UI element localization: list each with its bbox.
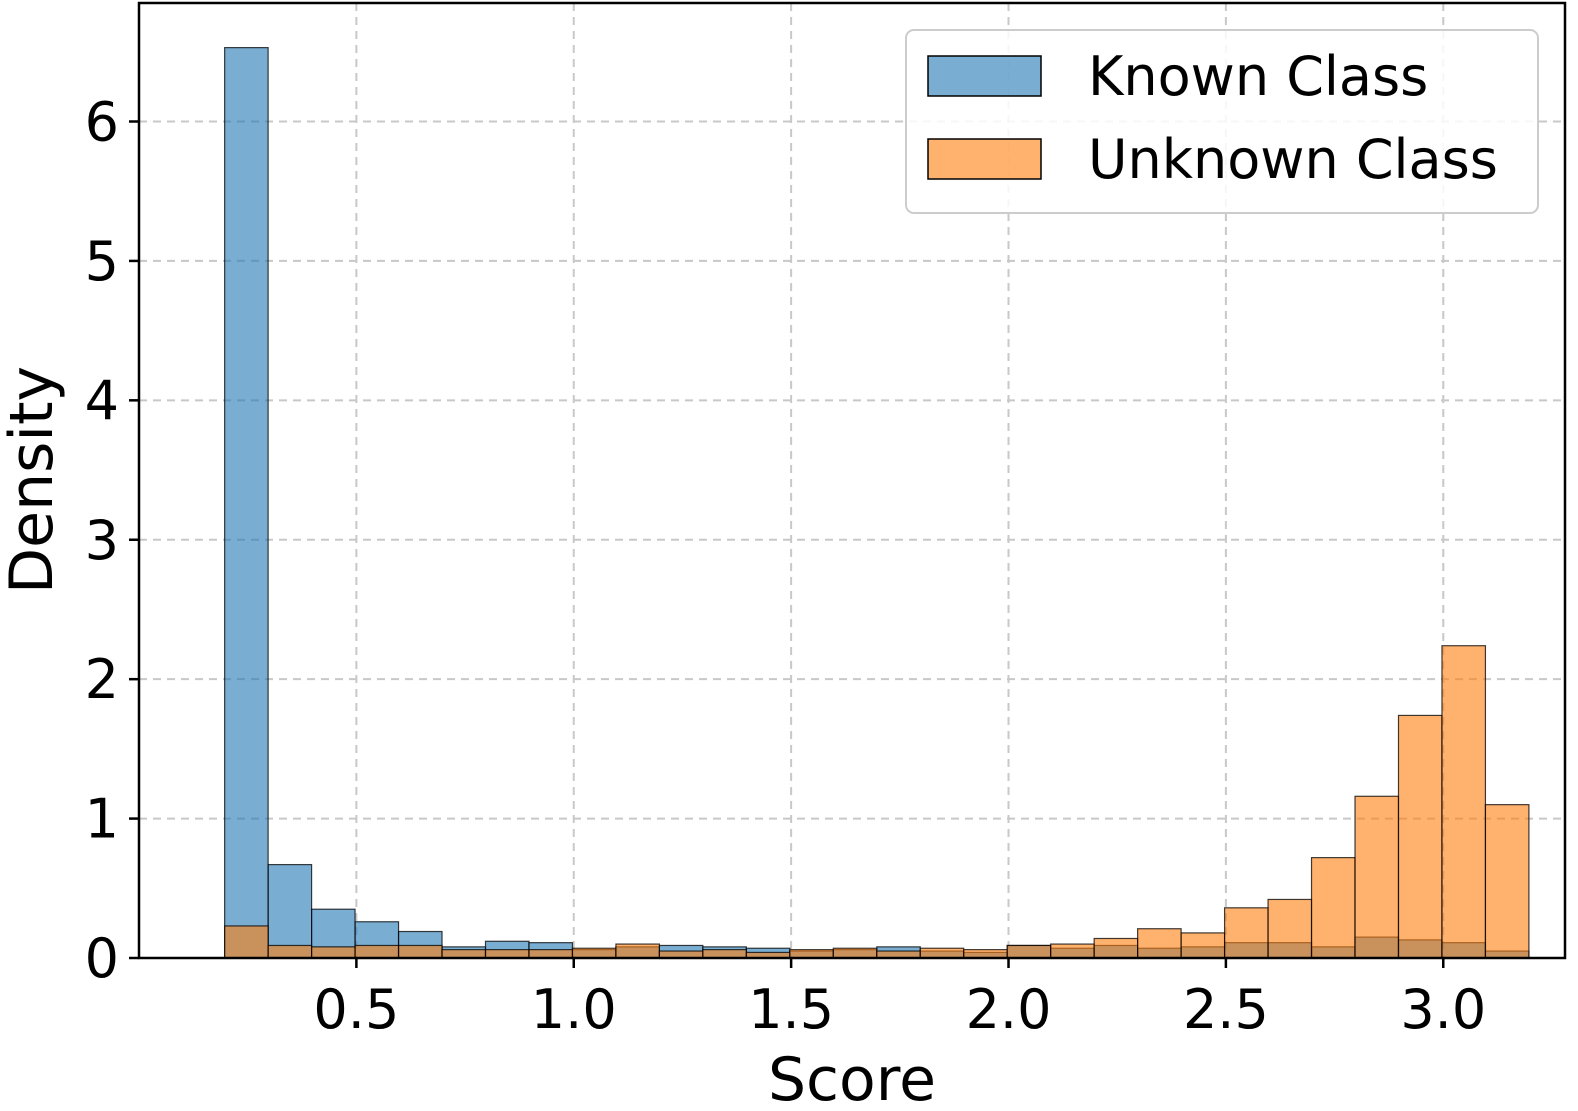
unknown-class-bar [528, 949, 574, 959]
unknown-class-bar [789, 949, 834, 959]
x-tick-label: 1.5 [748, 978, 834, 1041]
unknown-class-bar [1397, 714, 1443, 959]
unknown-class-bar [1354, 795, 1400, 959]
unknown-class-bar [571, 947, 617, 959]
legend-frame [905, 29, 1539, 214]
unknown-class-bar [1050, 943, 1095, 959]
legend: Known Class Unknown Class [905, 29, 1539, 214]
y-tick-label: 1 [85, 788, 119, 851]
unknown-class-bar [1093, 937, 1139, 959]
legend-swatch-known-class [927, 55, 1042, 97]
unknown-class-bar [224, 925, 269, 959]
legend-label-unknown-class: Unknown Class [1088, 128, 1498, 191]
unknown-class-bar [354, 944, 400, 959]
y-axis-ticks: 0 1 2 3 4 5 6 [85, 91, 139, 990]
unknown-class-bar [310, 946, 356, 959]
unknown-class-bars [224, 645, 1530, 959]
x-tick-label: 3.0 [1400, 978, 1486, 1041]
legend-label-known-class: Known Class [1088, 45, 1428, 108]
unknown-class-bar [919, 947, 965, 959]
unknown-class-bar [397, 944, 443, 959]
y-tick-label: 5 [85, 230, 119, 293]
unknown-class-bar [1006, 944, 1052, 959]
y-tick-label: 6 [85, 91, 119, 154]
unknown-class-bar [615, 943, 661, 959]
x-tick-label: 0.5 [313, 978, 399, 1041]
unknown-class-bar [267, 944, 313, 959]
unknown-class-bar [1310, 857, 1356, 959]
unknown-class-bar [1137, 928, 1182, 959]
y-tick-label: 0 [85, 927, 119, 990]
plot-frame [137, 1, 1567, 960]
unknown-class-bar [832, 947, 878, 959]
known-class-bar [267, 863, 313, 959]
known-class-bar [224, 47, 269, 959]
x-tick-label: 2.5 [1183, 978, 1269, 1041]
unknown-class-bar [484, 949, 530, 959]
unknown-class-bar [1223, 907, 1269, 959]
unknown-class-bar [702, 949, 747, 959]
unknown-class-bar [963, 949, 1008, 959]
unknown-class-bar [1267, 898, 1313, 959]
unknown-class-bar [441, 949, 487, 959]
x-axis-ticks: 0.5 1.0 1.5 2.0 2.5 3.0 [313, 958, 1486, 1041]
y-tick-label: 4 [85, 369, 119, 432]
y-axis-title: Density [0, 366, 67, 594]
unknown-class-bar [1180, 932, 1226, 959]
x-tick-label: 1.0 [531, 978, 617, 1041]
unknown-class-bar [1484, 804, 1530, 959]
unknown-class-bar [1441, 645, 1487, 959]
x-tick-label: 2.0 [966, 978, 1052, 1041]
legend-swatch-unknown-class [927, 138, 1042, 180]
y-tick-label: 2 [85, 648, 119, 711]
x-axis-title: Score [768, 1045, 936, 1111]
y-tick-label: 3 [85, 509, 119, 572]
